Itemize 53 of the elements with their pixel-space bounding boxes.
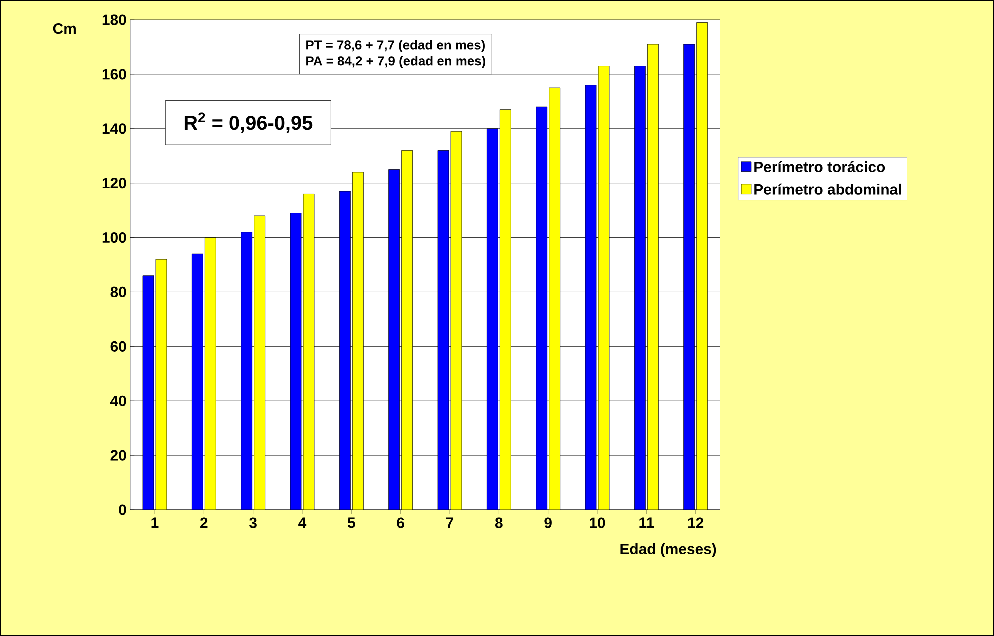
x-tick-label: 7 (446, 518, 454, 528)
y-tick-label: 40 (110, 396, 126, 406)
x-tick-label: 12 (688, 518, 704, 528)
x-tick-label: 9 (544, 518, 552, 528)
annotation: PA = 84,2 + 7,9 (edad en mes) (306, 56, 486, 68)
bar (204, 238, 216, 510)
legend-label: Perímetro abdominal (754, 184, 902, 195)
bar (352, 172, 364, 510)
bar (402, 150, 414, 510)
bar (438, 150, 450, 510)
bar (486, 128, 498, 510)
y-tick-label: 140 (102, 124, 126, 134)
y-tick-label: 120 (102, 178, 126, 189)
y-tick-label: 100 (102, 232, 126, 244)
bar (254, 216, 266, 510)
y-tick-label: 0 (119, 504, 126, 516)
bar (142, 276, 154, 510)
legend-label: Perímetro torácico (754, 161, 886, 172)
y-tick-label: 20 (110, 450, 126, 461)
x-tick-label: 6 (397, 518, 404, 528)
bar (388, 170, 400, 510)
bar (156, 259, 168, 510)
bar (303, 194, 315, 510)
annotation: R$^{2}$ = 0,96-0,95 (184, 112, 313, 134)
x-tick-label: 11 (640, 518, 654, 528)
y-axis-title: Cm (53, 24, 76, 34)
bar (696, 22, 708, 510)
x-tick-label: 10 (590, 518, 606, 528)
bar (500, 110, 512, 510)
annotation: PT = 78,6 + 7,7 (edad en mes) (306, 40, 485, 52)
bar (684, 44, 696, 510)
bar (290, 213, 302, 510)
bar (598, 66, 610, 510)
bar (450, 131, 462, 510)
x-axis-title: Edad (meses) (620, 544, 716, 558)
bar (647, 44, 659, 510)
x-tick-label: 1 (152, 518, 159, 528)
x-tick-label: 8 (495, 518, 503, 528)
bar (634, 66, 646, 510)
y-tick-label: 160 (102, 69, 126, 80)
x-tick-label: 2 (200, 518, 208, 528)
bar (585, 85, 597, 510)
bar (549, 88, 561, 510)
y-tick-label: 180 (102, 14, 126, 26)
x-tick-label: 3 (250, 518, 257, 528)
x-tick-label: 4 (298, 518, 307, 528)
x-tick-label: 5 (348, 518, 356, 528)
bar (339, 191, 351, 510)
bar (192, 254, 204, 510)
y-tick-label: 80 (110, 286, 126, 298)
bar (536, 106, 548, 510)
y-tick-label: 60 (110, 341, 126, 352)
bar (241, 232, 253, 510)
